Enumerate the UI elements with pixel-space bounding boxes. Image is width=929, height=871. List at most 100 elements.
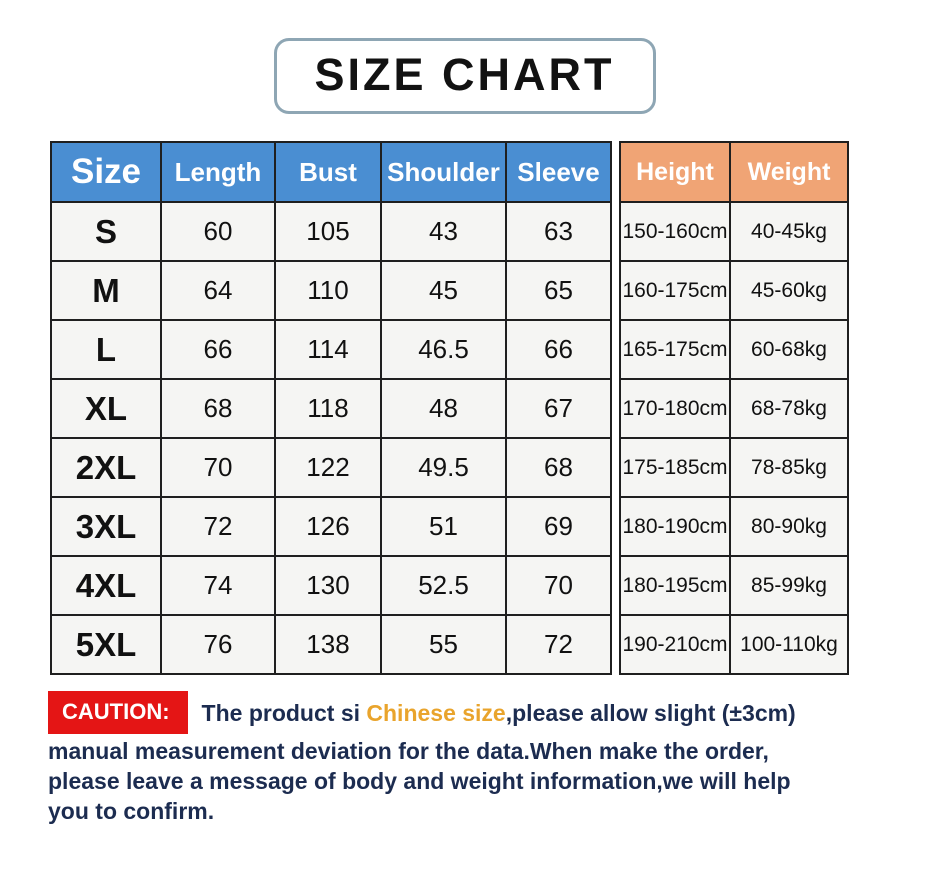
height-weight-table: Height Weight 150-160cm 40-45kg 160-175cm 4… <box>619 141 849 675</box>
table-row: 175-185cm 78-85kg <box>619 437 849 498</box>
size-tables: Size Length Bust Shoulder Sleeve S 60 105 4… <box>50 141 929 675</box>
caution-text-segment: The product si <box>201 699 367 726</box>
height-cell: 165-175cm <box>619 319 731 380</box>
size-cell: 5XL <box>50 614 162 675</box>
sleeve-cell: 63 <box>505 201 612 262</box>
height-cell: 180-195cm <box>619 555 731 616</box>
weight-cell: 60-68kg <box>729 319 849 380</box>
table-row: 180-195cm 85-99kg <box>619 555 849 616</box>
caution-text-line-1: The product si Chinese size,please allow… <box>202 698 796 728</box>
height-cell: 160-175cm <box>619 260 731 321</box>
table-row: 180-190cm 80-90kg <box>619 496 849 557</box>
weight-cell: 40-45kg <box>729 201 849 262</box>
column-header-height: Height <box>619 141 731 203</box>
caution-text-line-3: please leave a message of body and weigh… <box>48 766 896 796</box>
bust-cell: 122 <box>274 437 382 498</box>
height-cell: 180-190cm <box>619 496 731 557</box>
table-row: L 66 114 46.5 66 <box>50 319 612 380</box>
shoulder-cell: 52.5 <box>380 555 507 616</box>
size-cell: M <box>50 260 162 321</box>
bust-cell: 126 <box>274 496 382 557</box>
bust-cell: 138 <box>274 614 382 675</box>
header-row: Height Weight <box>619 141 849 203</box>
column-header-shoulder: Shoulder <box>380 141 507 203</box>
length-cell: 64 <box>160 260 276 321</box>
shoulder-cell: 49.5 <box>380 437 507 498</box>
shoulder-cell: 48 <box>380 378 507 439</box>
bust-cell: 105 <box>274 201 382 262</box>
sleeve-cell: 67 <box>505 378 612 439</box>
column-header-weight: Weight <box>729 141 849 203</box>
table-row: 5XL 76 138 55 72 <box>50 614 612 675</box>
length-cell: 60 <box>160 201 276 262</box>
shoulder-cell: 43 <box>380 201 507 262</box>
sleeve-cell: 72 <box>505 614 612 675</box>
title-border-box: SIZE CHART <box>273 38 656 114</box>
shoulder-cell: 55 <box>380 614 507 675</box>
shoulder-cell: 45 <box>380 260 507 321</box>
table-row: 4XL 74 130 52.5 70 <box>50 555 612 616</box>
size-cell: XL <box>50 378 162 439</box>
table-row: XL 68 118 48 67 <box>50 378 612 439</box>
weight-cell: 85-99kg <box>729 555 849 616</box>
table-row: 165-175cm 60-68kg <box>619 319 849 380</box>
table-row: 190-210cm 100-110kg <box>619 614 849 675</box>
table-row: 160-175cm 45-60kg <box>619 260 849 321</box>
caution-text-line-4: you to confirm. <box>48 796 896 826</box>
column-header-bust: Bust <box>274 141 382 203</box>
table-row: M 64 110 45 65 <box>50 260 612 321</box>
table-row: S 60 105 43 63 <box>50 201 612 262</box>
weight-cell: 80-90kg <box>729 496 849 557</box>
caution-text-line-2: manual measurement deviation for the dat… <box>48 736 896 766</box>
size-cell: 2XL <box>50 437 162 498</box>
table-row: 2XL 70 122 49.5 68 <box>50 437 612 498</box>
size-cell: 4XL <box>50 555 162 616</box>
height-cell: 150-160cm <box>619 201 731 262</box>
length-cell: 66 <box>160 319 276 380</box>
bust-cell: 114 <box>274 319 382 380</box>
bust-cell: 118 <box>274 378 382 439</box>
caution-text-segment: manual measurement deviation for the dat… <box>48 738 769 764</box>
weight-cell: 78-85kg <box>729 437 849 498</box>
length-cell: 76 <box>160 614 276 675</box>
caution-section: CAUTION: The product si Chinese size,ple… <box>48 691 896 826</box>
shoulder-cell: 46.5 <box>380 319 507 380</box>
header-row: Size Length Bust Shoulder Sleeve <box>50 141 612 203</box>
height-cell: 170-180cm <box>619 378 731 439</box>
size-cell: 3XL <box>50 496 162 557</box>
length-cell: 74 <box>160 555 276 616</box>
height-weight-table-body: 150-160cm 40-45kg 160-175cm 45-60kg 165-175c… <box>619 201 849 675</box>
weight-cell: 68-78kg <box>729 378 849 439</box>
sleeve-cell: 68 <box>505 437 612 498</box>
table-row: 150-160cm 40-45kg <box>619 201 849 262</box>
length-cell: 72 <box>160 496 276 557</box>
measurements-table-body: S 60 105 43 63 M 64 110 45 65 L 66 114 46.5 66 XL 68 118 4… <box>50 201 612 675</box>
weight-cell: 100-110kg <box>729 614 849 675</box>
length-cell: 70 <box>160 437 276 498</box>
caution-text-segment: ,please allow slight (±3cm) <box>505 699 796 726</box>
caution-line-1: CAUTION: The product si Chinese size,ple… <box>48 691 896 734</box>
sleeve-cell: 69 <box>505 496 612 557</box>
caution-badge: CAUTION: <box>48 691 188 734</box>
weight-cell: 45-60kg <box>729 260 849 321</box>
page-title: SIZE CHART <box>314 49 615 100</box>
caution-text-segment: please leave a message of body and weigh… <box>48 768 791 794</box>
bust-cell: 130 <box>274 555 382 616</box>
shoulder-cell: 51 <box>380 496 507 557</box>
table-row: 3XL 72 126 51 69 <box>50 496 612 557</box>
column-header-sleeve: Sleeve <box>505 141 612 203</box>
caution-text-segment: you to confirm. <box>48 798 215 824</box>
measurements-table: Size Length Bust Shoulder Sleeve S 60 105 4… <box>50 141 612 675</box>
length-cell: 68 <box>160 378 276 439</box>
column-header-size: Size <box>50 141 162 203</box>
height-cell: 175-185cm <box>619 437 731 498</box>
bust-cell: 110 <box>274 260 382 321</box>
table-row: 170-180cm 68-78kg <box>619 378 849 439</box>
sleeve-cell: 70 <box>505 555 612 616</box>
caution-text-segment: Chinese size <box>366 699 506 726</box>
sleeve-cell: 66 <box>505 319 612 380</box>
size-chart-title-box: SIZE CHART <box>0 0 929 114</box>
size-cell: L <box>50 319 162 380</box>
column-header-length: Length <box>160 141 276 203</box>
size-cell: S <box>50 201 162 262</box>
